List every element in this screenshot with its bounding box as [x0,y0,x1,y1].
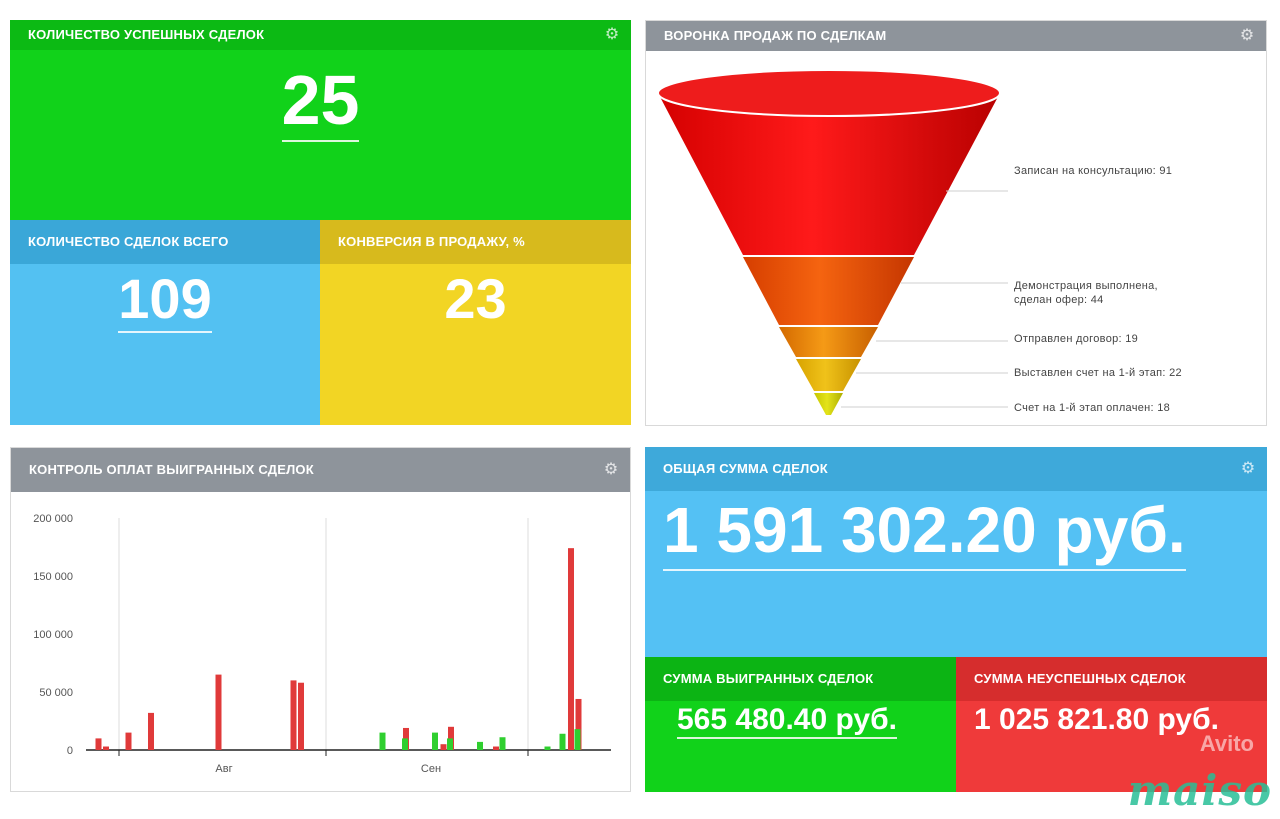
gear-icon[interactable]: ⚙ [1239,27,1255,44]
bar [447,738,453,750]
x-tick-label: Сен [421,763,441,775]
conversion-value: 23 [444,267,507,330]
funnel-label-1: Записан на консультацию: 91 [1014,165,1173,177]
bar [402,738,408,750]
y-tick-label: 50 000 [39,687,73,699]
total-deals-value[interactable]: 109 [118,266,212,333]
funnel-label-2: Демонстрация выполнена, сделан офер: 44 [1014,280,1158,306]
total-sum-value[interactable]: 1 591 302.20 руб. [663,491,1186,571]
won-sum-title: Сумма выигранных сделок [645,657,956,701]
bar [574,729,581,750]
bar [290,680,297,750]
won-sum-tile: Сумма выигранных сделок 565 480.40 руб. [645,657,956,792]
sales-funnel-tile: Воронка продаж по сделкам ⚙ [645,20,1267,426]
funnel-chart [657,69,1008,415]
bar [544,746,551,750]
lost-sum-tile: Сумма неуспешных сделок 1 025 821.80 руб… [956,657,1267,792]
funnel-label-3: Отправлен договор: 19 [1014,333,1139,345]
funnel-stage-5 [814,393,843,415]
success-deals-tile: Количество успешных сделок ⚙ 25 [10,20,631,220]
funnel-label-4: Выставлен счет на 1-й этап: 22 [1014,367,1182,379]
gear-icon[interactable]: ⚙ [603,461,619,478]
payments-chart: 200 000 150 000 100 000 50 000 0 Авг Сен [33,513,611,775]
bar [440,744,447,750]
bar [499,737,506,750]
y-tick-label: 100 000 [33,629,73,641]
bar [493,746,499,750]
total-sum-tile: Общая сумма сделок ⚙ 1 591 302.20 руб. [645,447,1267,657]
funnel-stage-2 [743,257,914,325]
funnel-stage-4 [796,359,861,391]
bar [477,741,483,750]
x-tick-label: Авг [215,763,232,775]
y-tick-label: 0 [67,745,73,757]
avito-watermark: Avito [1199,731,1254,756]
bar [432,732,438,750]
bar [95,738,102,750]
funnel-stage-1 [658,93,1000,255]
total-sum-title: Общая сумма сделок [645,447,1267,491]
success-deals-value[interactable]: 25 [281,60,360,142]
lost-sum-title: Сумма неуспешных сделок [956,657,1267,701]
bar [125,732,132,750]
gear-icon[interactable]: ⚙ [604,26,620,43]
success-deals-title: Количество успешных сделок [10,20,631,50]
funnel-label-5: Счет на 1-й этап оплачен: 18 [1014,402,1171,414]
sales-funnel-title: Воронка продаж по сделкам [646,21,1266,51]
conversion-tile: Конверсия в продажу, % 23 [320,220,631,425]
bar [559,733,566,750]
y-tick-label: 200 000 [33,513,73,525]
bar [568,548,574,750]
bar [379,732,386,750]
bar [215,674,222,750]
payments-control-title: Контроль оплат выигранных сделок [11,448,630,492]
lost-sum-value: 1 025 821.80 руб. [974,703,1219,736]
won-sum-value[interactable]: 565 480.40 руб. [677,703,897,739]
total-deals-tile: Количество сделок всего 109 [10,220,320,425]
total-deals-title: Количество сделок всего [10,220,320,264]
bar [103,746,109,750]
maiso-watermark: maiso [1127,766,1272,815]
bar [298,682,304,750]
gear-icon[interactable]: ⚙ [1240,460,1256,477]
bar [148,712,154,750]
y-tick-label: 150 000 [33,571,73,583]
conversion-title: Конверсия в продажу, % [320,220,631,264]
funnel-stage-3 [779,327,878,357]
payments-control-tile: Контроль оплат выигранных сделок ⚙ 200 0… [10,447,631,792]
bar [575,698,582,750]
